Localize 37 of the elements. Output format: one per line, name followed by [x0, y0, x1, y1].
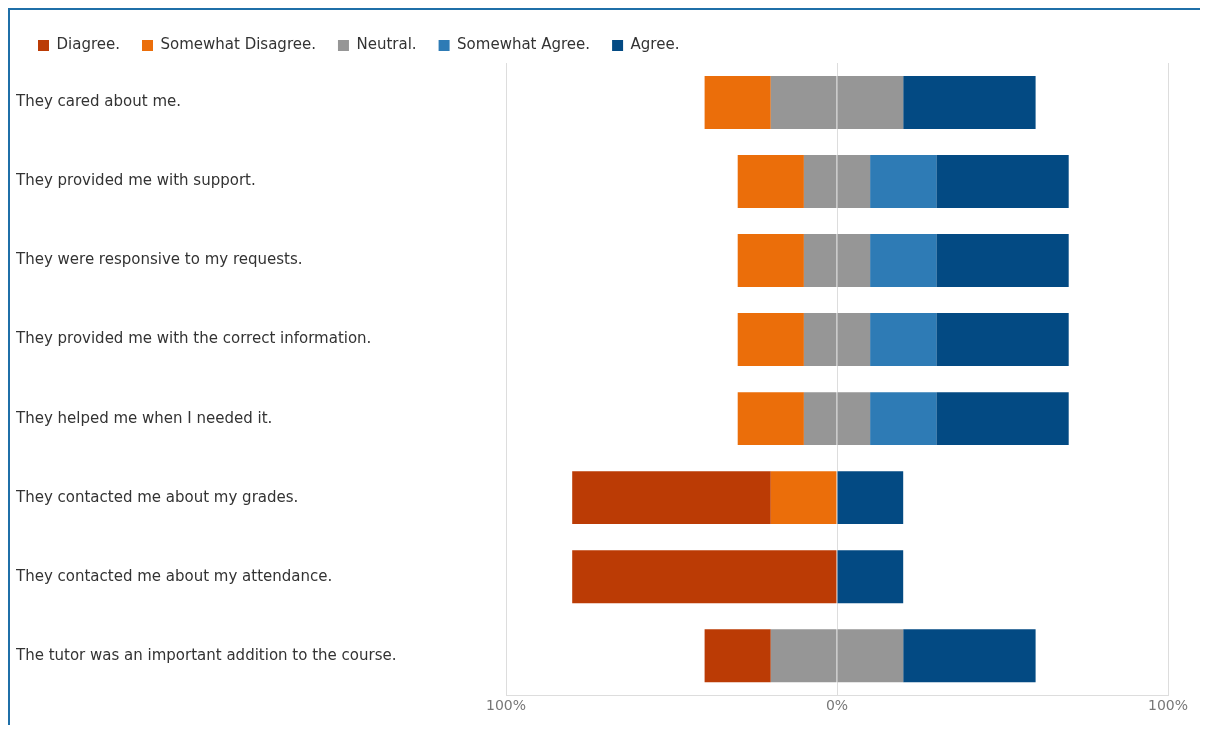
y-tick-label: They contacted me about my attendance. [15, 566, 333, 585]
legend-label: Agree. [630, 35, 680, 54]
bar [770, 471, 837, 525]
bar [936, 392, 1069, 446]
y-tick-label: They provided me with the correct information. [15, 329, 372, 348]
bar [870, 234, 937, 288]
bar [737, 313, 804, 367]
bar [903, 76, 1036, 129]
bar [704, 76, 771, 129]
x-tick-label: 100% [485, 697, 527, 714]
bar [737, 234, 804, 288]
bar [737, 155, 804, 209]
y-tick-label: They provided me with support. [15, 171, 256, 190]
bar [572, 550, 837, 604]
x-tick-label: 100% [1147, 697, 1189, 714]
bar [737, 392, 804, 446]
legend-label: Somewhat Disagree. [160, 35, 316, 54]
bar [870, 313, 937, 367]
bar [704, 629, 771, 683]
x-tick-label: 0% [825, 697, 849, 714]
bar [936, 313, 1069, 367]
bar [870, 392, 937, 446]
legend-label: Neutral. [356, 35, 417, 54]
y-tick-label: They cared about me. [15, 92, 181, 111]
legend-label: Diagree. [56, 35, 120, 54]
bar [837, 471, 904, 525]
legend-label: Somewhat Agree. [457, 35, 591, 54]
bar [903, 629, 1036, 683]
bar [936, 155, 1069, 209]
bar [936, 234, 1069, 288]
y-tick-label: They were responsive to my requests. [15, 250, 303, 269]
y-tick-label: They contacted me about my grades. [15, 487, 299, 506]
y-tick-label: They helped me when I needed it. [15, 408, 273, 427]
bar [572, 471, 771, 525]
bar [837, 550, 904, 604]
y-tick-label: The tutor was an important addition to the course. [15, 645, 397, 664]
bar [870, 155, 937, 209]
